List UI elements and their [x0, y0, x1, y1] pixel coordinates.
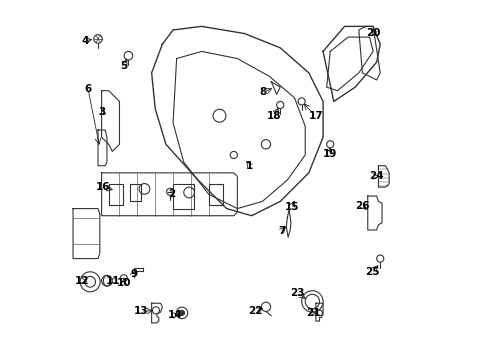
Text: 15: 15	[284, 202, 298, 212]
Text: 9: 9	[131, 269, 138, 279]
Text: 19: 19	[322, 149, 336, 159]
Text: 10: 10	[116, 278, 131, 288]
Bar	[173, 184, 194, 208]
Text: 20: 20	[366, 28, 380, 38]
Bar	[208, 184, 223, 205]
Text: 5: 5	[120, 61, 127, 71]
Bar	[108, 184, 123, 205]
Text: 16: 16	[96, 182, 110, 192]
Text: 12: 12	[75, 276, 89, 286]
Text: 3: 3	[98, 107, 105, 117]
Text: 11: 11	[105, 276, 120, 286]
Text: 25: 25	[365, 267, 379, 277]
Text: 21: 21	[305, 308, 320, 318]
Text: 23: 23	[289, 288, 304, 297]
Text: 22: 22	[247, 306, 262, 316]
Text: 8: 8	[259, 87, 266, 98]
Circle shape	[179, 310, 184, 315]
Bar	[130, 184, 141, 202]
Text: 13: 13	[133, 306, 148, 316]
Text: 1: 1	[246, 161, 253, 171]
Text: 2: 2	[167, 189, 175, 199]
Text: 14: 14	[167, 310, 182, 320]
Text: 18: 18	[266, 111, 281, 121]
Text: 6: 6	[84, 84, 91, 94]
Text: 24: 24	[368, 171, 383, 181]
Text: 7: 7	[278, 226, 285, 236]
Text: 17: 17	[308, 111, 323, 121]
Text: 26: 26	[354, 201, 369, 211]
Text: 4: 4	[81, 36, 89, 46]
